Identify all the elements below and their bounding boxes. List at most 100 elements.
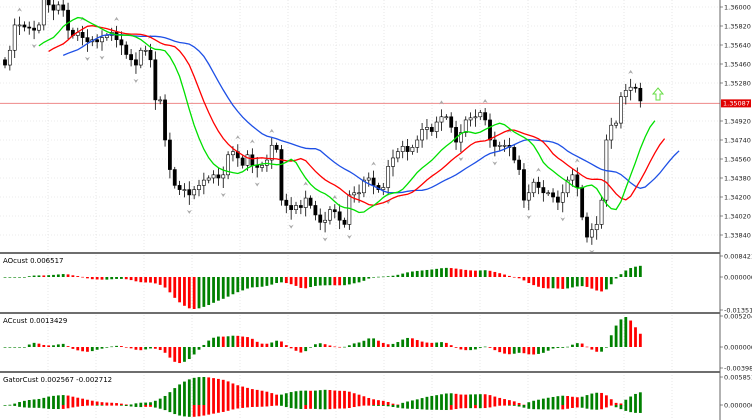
histogram-bar	[23, 400, 26, 405]
bear-candle	[429, 127, 434, 132]
bear-candle	[337, 211, 342, 221]
histogram-bar	[202, 377, 206, 405]
histogram-bar	[32, 405, 36, 408]
bear-candle	[638, 87, 643, 102]
bull-candle	[197, 185, 201, 190]
histogram-bar	[425, 405, 429, 410]
bear-candle	[308, 197, 313, 206]
price-tick-label: 1.34740	[724, 136, 751, 144]
bear-candle	[177, 185, 182, 190]
histogram-bar	[149, 347, 152, 349]
bull-candle	[594, 224, 599, 231]
histogram-bar	[575, 277, 579, 287]
histogram-bar	[173, 405, 177, 415]
histogram-bar	[352, 277, 356, 284]
histogram-bar	[512, 401, 516, 405]
histogram-bar	[178, 277, 181, 303]
histogram-bar	[192, 347, 196, 355]
histogram-bar	[42, 344, 46, 347]
histogram-bar	[381, 276, 385, 278]
fractal-down-icon	[31, 44, 37, 49]
histogram-bar	[86, 399, 89, 405]
histogram-bar	[614, 405, 618, 408]
bear-candle	[332, 209, 337, 213]
bear-candle	[95, 39, 100, 43]
bear-candle	[51, 4, 56, 11]
histogram-bar	[212, 337, 215, 347]
price-tick-label: 1.34020	[724, 212, 751, 220]
histogram-bar	[357, 342, 361, 347]
histogram-bar	[115, 405, 118, 406]
histogram-bar	[532, 405, 536, 410]
histogram-bar	[537, 399, 540, 405]
fractal-down-icon	[458, 157, 464, 162]
histogram-bar	[61, 405, 65, 409]
histogram-bar	[333, 390, 337, 405]
price-chart[interactable]	[0, 0, 720, 254]
bear-candle	[114, 32, 119, 41]
histogram-bar	[328, 277, 332, 286]
histogram-bar	[362, 340, 366, 347]
histogram-bar	[27, 400, 31, 405]
histogram-bar	[420, 341, 424, 347]
bull-candle	[565, 179, 570, 194]
grid	[0, 0, 720, 420]
histogram-bar	[541, 405, 545, 410]
ac-panel[interactable]	[3, 317, 642, 364]
histogram-bar	[110, 405, 114, 406]
histogram-bar	[357, 405, 361, 407]
histogram-bar	[508, 275, 511, 277]
histogram-bar	[183, 405, 186, 417]
bull-candle	[366, 177, 371, 181]
histogram-bar	[304, 405, 308, 409]
histogram-bar	[81, 276, 84, 278]
bull-candle	[245, 154, 250, 166]
histogram-bar	[527, 347, 531, 355]
histogram-bar	[139, 347, 143, 351]
panel-tick-label: -0.013513	[724, 306, 752, 314]
histogram-bar	[333, 405, 337, 409]
histogram-bar	[260, 405, 264, 407]
histogram-bar	[396, 342, 400, 347]
gator-panel[interactable]	[3, 377, 642, 417]
bull-candle	[12, 24, 17, 51]
histogram-bar	[289, 277, 293, 285]
histogram-bar	[478, 394, 482, 405]
histogram-bar	[86, 347, 89, 352]
histogram-bar	[226, 336, 230, 347]
histogram-bar	[81, 405, 84, 407]
histogram-bar	[347, 345, 351, 347]
histogram-bar	[367, 397, 371, 405]
histogram-bar	[81, 398, 84, 405]
histogram-bar	[571, 396, 574, 405]
histogram-bar	[478, 347, 482, 348]
fractal-up-icon	[332, 195, 338, 200]
histogram-bar	[168, 392, 172, 405]
histogram-bar	[362, 405, 366, 406]
histogram-bar	[561, 405, 565, 410]
histogram-bar	[217, 336, 220, 347]
histogram-bar	[532, 400, 536, 405]
bull-candle	[357, 192, 361, 195]
panel-separator	[0, 252, 720, 254]
bear-candle	[522, 169, 526, 201]
histogram-bar	[634, 393, 637, 405]
histogram-bar	[212, 378, 215, 405]
bull-candle	[463, 119, 468, 133]
ao-panel[interactable]	[3, 265, 642, 309]
bear-candle	[488, 119, 492, 141]
histogram-bar	[391, 275, 395, 277]
histogram-bar	[401, 402, 405, 405]
bear-candle	[633, 86, 638, 89]
histogram-bar	[605, 405, 608, 408]
bear-candle	[298, 205, 303, 208]
histogram-bar	[221, 277, 225, 299]
histogram-bar	[619, 274, 623, 277]
current-price-badge	[721, 99, 751, 108]
bull-candle	[231, 151, 235, 156]
histogram-bar	[425, 342, 429, 347]
histogram-bar	[512, 276, 516, 278]
histogram-bar	[469, 270, 472, 277]
